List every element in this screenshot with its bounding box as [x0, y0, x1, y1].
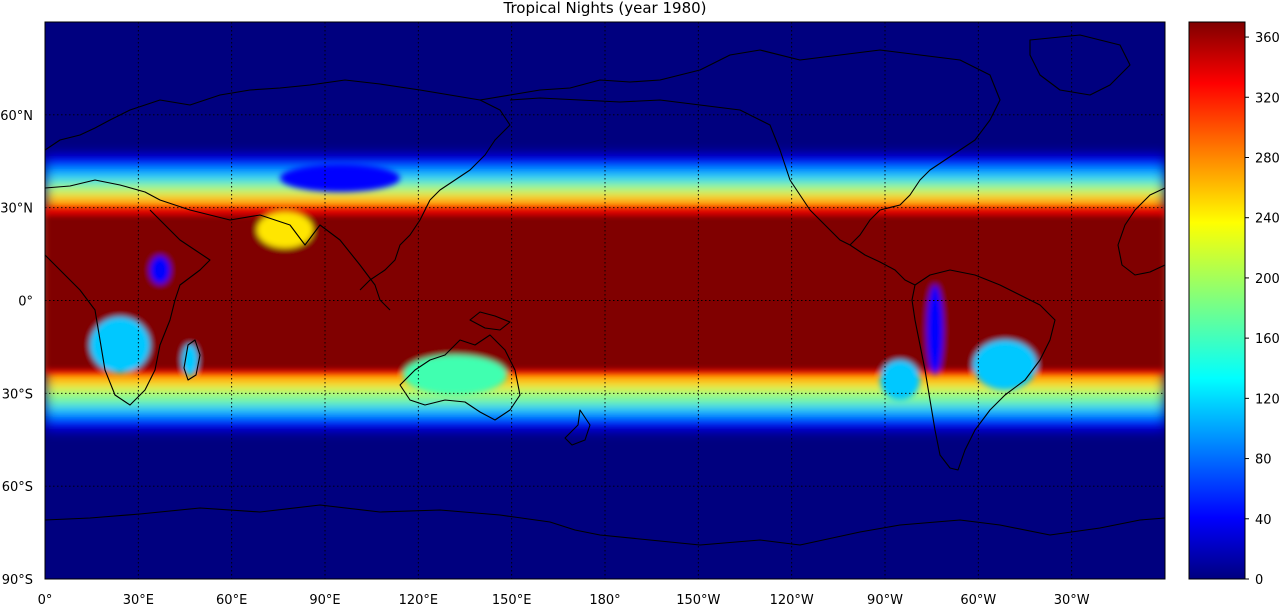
- colorbar-tick-label: 280: [1255, 151, 1280, 166]
- coast-north-america: [479, 49, 1001, 246]
- longitude-label: 90°E: [309, 593, 340, 604]
- longitude-label: 30°W: [1054, 593, 1090, 604]
- south-africa-cyan: [90, 317, 150, 373]
- colorbar-tick-label: 0: [1255, 573, 1263, 588]
- colorbar-tick-label: 320: [1255, 91, 1280, 106]
- colorbar-tick-label: 360: [1255, 31, 1280, 46]
- longitude-label: 0°: [38, 593, 53, 604]
- coast-europe-mediterranean: [45, 179, 391, 311]
- southern-blue-cut-pacific: [880, 360, 920, 400]
- australia-green: [403, 355, 507, 395]
- colorbar-tick-label: 120: [1255, 392, 1280, 407]
- coast-australia: [399, 334, 521, 421]
- coast-eurasia-north: [45, 79, 511, 201]
- coast-antarctica: [45, 504, 1165, 546]
- colorbar-tick-label: 240: [1255, 212, 1280, 227]
- tibet-yellow: [257, 212, 313, 248]
- longitude-label: 150°W: [676, 593, 720, 604]
- latitude-label: 60°S: [2, 480, 33, 495]
- colorbar-gradient: [1188, 21, 1246, 580]
- latitude-label: 30°N: [0, 202, 33, 217]
- latitude-labels: 60°N 30°N 0° 30°S 60°S 90°S: [0, 109, 33, 588]
- colorbar-tick-label: 160: [1255, 332, 1280, 347]
- map-frame: [44, 21, 1166, 580]
- latitude-label: 90°S: [2, 573, 33, 588]
- coast-new-guinea: [469, 311, 511, 331]
- madagascar-cyan: [182, 344, 198, 376]
- longitude-label: 90°W: [867, 593, 903, 604]
- coast-new-zealand: [564, 409, 591, 446]
- longitude-label: 60°W: [960, 593, 996, 604]
- longitude-labels: 0° 30°E 60°E 90°E 120°E 150°E 180° 150°W 120°W 90…: [38, 593, 1090, 604]
- longitude-label: 120°E: [399, 593, 439, 604]
- map-title: Tropical Nights (year 1980): [502, 0, 706, 17]
- brazil-cyan: [973, 340, 1037, 390]
- longitude-label: 30°E: [123, 593, 154, 604]
- colorbar-tick-label: 40: [1255, 513, 1272, 528]
- coast-central-america: [849, 244, 916, 286]
- andes-blue: [927, 285, 943, 375]
- colorbar-ticks: 0 40 80 120 160 200 240 280 320 360: [1245, 31, 1280, 588]
- coast-greenland: [1029, 34, 1131, 96]
- coast-south-america: [911, 269, 1056, 471]
- colorbar-tick-label: 80: [1255, 453, 1272, 468]
- colorbar-tick-label: 200: [1255, 272, 1280, 287]
- east-africa-blue: [150, 256, 170, 284]
- latitude-label: 30°S: [2, 387, 33, 402]
- coast-africa: [45, 209, 211, 406]
- longitude-label: 120°W: [770, 593, 814, 604]
- latitude-label: 60°N: [0, 109, 33, 124]
- colorbar: 0 40 80 120 160 200 240 280 320 360: [1188, 21, 1280, 588]
- coast-madagascar: [183, 339, 201, 381]
- band-dark-red: [45, 215, 1165, 370]
- longitude-label: 150°E: [492, 593, 532, 604]
- coast-iberia-west-africa: [1117, 187, 1165, 276]
- northern-blue-gap-asia: [280, 164, 400, 192]
- coastlines: [45, 34, 1165, 546]
- longitude-label: 180°: [589, 593, 620, 604]
- latitude-label: 0°: [18, 295, 33, 310]
- longitude-label: 60°E: [216, 593, 247, 604]
